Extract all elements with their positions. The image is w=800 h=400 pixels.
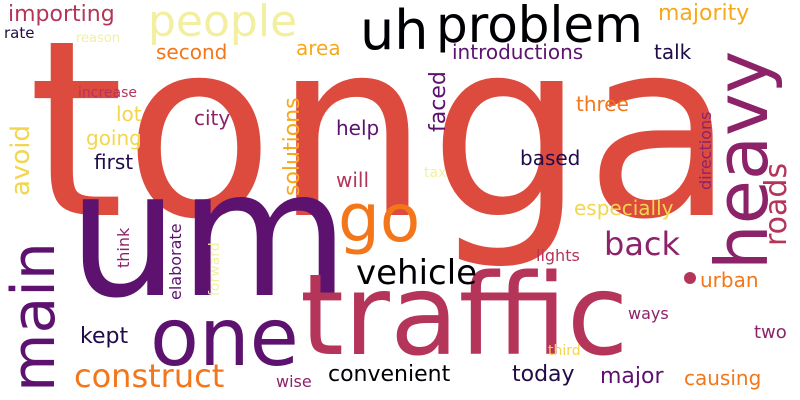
word-avoid: avoid [6,125,36,196]
word-uh: uh [360,0,429,62]
word-third: third [548,343,581,359]
word-vehicle: vehicle [356,253,478,293]
word-especially: especially [574,196,674,220]
word-major: major [600,364,664,389]
word-first: first [94,150,134,174]
word-causing: causing [684,366,762,390]
word-tonga: tonga [28,0,735,273]
word-area: area [296,36,341,60]
word-will: will [336,168,370,192]
word-go: go [338,180,421,257]
word-based: based [520,146,581,170]
word-introductions: introductions [452,40,584,64]
word-elaborate: elaborate [166,223,185,300]
word-two: two [754,322,787,343]
word-today: today [512,362,575,387]
word-think: think [114,227,133,268]
word-city: city [194,106,231,130]
word-going: going [86,126,142,150]
word-rate: rate [4,24,35,42]
word-main: main [0,242,69,392]
word-lot: lot [116,102,142,126]
word-traffic: traffic [300,251,629,381]
word-wise: wise [276,372,312,391]
word-faced: faced [426,71,451,132]
word-importing: importing [8,2,115,27]
word-construct: construct [74,357,225,395]
word-forward: forward [207,242,223,296]
word-reason: reason [76,31,120,46]
word-solutions: solutions [280,97,305,196]
word-kept: kept [80,324,129,349]
word-urban: urban [700,268,759,292]
word-people: people [148,0,298,47]
dot-mark [684,272,696,284]
word-ways: ways [628,304,669,323]
word-one: one [150,291,299,384]
word-roads: roads [759,162,794,246]
word-help: help [336,116,380,140]
word-majority: majority [658,1,750,26]
word-three: three [576,92,629,116]
word-problem: problem [436,0,643,54]
word-increase: increase [78,85,138,101]
word-um: um [68,134,350,337]
word-second: second [156,40,228,64]
word-tax: tax [424,165,447,181]
word-back: back [604,225,681,263]
word-convenient: convenient [328,362,451,387]
word-lights: lights [536,246,580,265]
word-talk: talk [654,40,692,64]
word-directions: directions [696,111,715,190]
